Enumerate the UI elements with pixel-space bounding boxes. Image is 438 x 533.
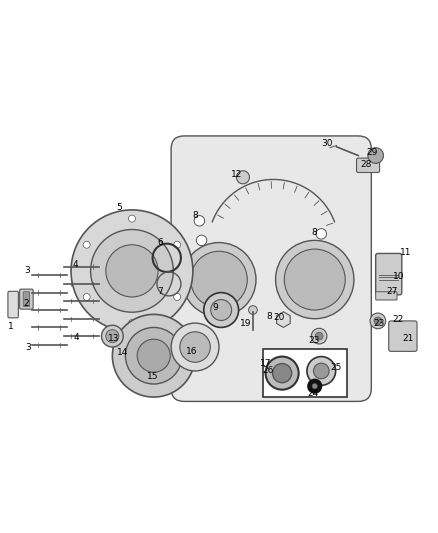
Circle shape [71, 210, 193, 332]
Circle shape [128, 215, 135, 222]
Circle shape [315, 332, 323, 340]
Circle shape [374, 317, 382, 325]
FancyBboxPatch shape [23, 292, 30, 306]
Text: 20: 20 [273, 313, 285, 322]
Circle shape [308, 379, 321, 393]
Text: 25: 25 [330, 363, 341, 372]
Text: 14: 14 [117, 348, 128, 357]
Text: 30: 30 [321, 139, 333, 148]
Circle shape [191, 251, 247, 308]
Circle shape [182, 243, 256, 317]
Text: 10: 10 [392, 272, 404, 280]
Text: 2: 2 [24, 299, 29, 308]
Text: 17: 17 [260, 359, 272, 368]
Circle shape [83, 294, 90, 301]
Circle shape [211, 300, 232, 320]
Text: 3: 3 [25, 343, 31, 352]
FancyBboxPatch shape [8, 292, 18, 318]
Circle shape [249, 305, 257, 314]
Circle shape [174, 294, 180, 301]
Circle shape [312, 384, 318, 389]
Text: 9: 9 [212, 303, 219, 312]
Text: 23: 23 [308, 336, 320, 345]
Circle shape [91, 230, 173, 312]
Circle shape [237, 171, 250, 184]
Text: 5: 5 [116, 203, 122, 212]
Text: 4: 4 [74, 333, 79, 342]
Text: 4: 4 [73, 260, 78, 269]
Text: 16: 16 [186, 347, 198, 356]
Circle shape [102, 325, 123, 347]
FancyBboxPatch shape [171, 136, 371, 401]
Circle shape [276, 240, 354, 319]
Circle shape [83, 241, 90, 248]
Text: 23: 23 [374, 319, 385, 328]
Circle shape [174, 241, 180, 248]
Circle shape [314, 363, 329, 379]
Text: 15: 15 [147, 372, 159, 381]
Circle shape [204, 293, 239, 327]
Text: 7: 7 [157, 287, 163, 296]
Text: 26: 26 [262, 366, 273, 375]
Text: 3: 3 [25, 266, 30, 276]
Circle shape [370, 313, 386, 329]
Text: 28: 28 [360, 160, 372, 169]
FancyBboxPatch shape [376, 292, 397, 300]
Circle shape [307, 357, 336, 385]
Text: 21: 21 [403, 334, 414, 343]
Text: 29: 29 [367, 148, 378, 157]
Text: 11: 11 [400, 248, 412, 257]
Text: 8: 8 [192, 211, 198, 220]
Text: 1: 1 [8, 322, 14, 331]
Circle shape [128, 320, 135, 327]
Circle shape [106, 245, 158, 297]
Text: 27: 27 [386, 287, 398, 296]
Circle shape [265, 357, 299, 390]
Text: 19: 19 [240, 319, 252, 328]
Text: 6: 6 [157, 238, 163, 247]
Circle shape [311, 328, 327, 344]
FancyBboxPatch shape [376, 254, 402, 295]
Text: 22: 22 [393, 315, 404, 324]
Circle shape [106, 329, 119, 343]
Circle shape [368, 148, 384, 163]
FancyBboxPatch shape [20, 289, 33, 309]
FancyBboxPatch shape [357, 158, 380, 173]
Circle shape [316, 229, 326, 239]
Bar [262, 349, 347, 397]
FancyBboxPatch shape [389, 321, 417, 351]
Circle shape [171, 323, 219, 371]
Circle shape [284, 249, 345, 310]
Circle shape [194, 215, 205, 226]
Circle shape [125, 327, 182, 384]
Circle shape [180, 332, 210, 362]
Circle shape [272, 364, 292, 383]
Circle shape [137, 339, 170, 372]
Text: 8: 8 [312, 229, 318, 238]
Text: 24: 24 [307, 389, 318, 398]
Text: 12: 12 [231, 169, 242, 179]
Text: 8: 8 [266, 312, 272, 321]
Circle shape [196, 235, 207, 246]
Text: 13: 13 [108, 334, 120, 343]
Circle shape [113, 314, 195, 397]
